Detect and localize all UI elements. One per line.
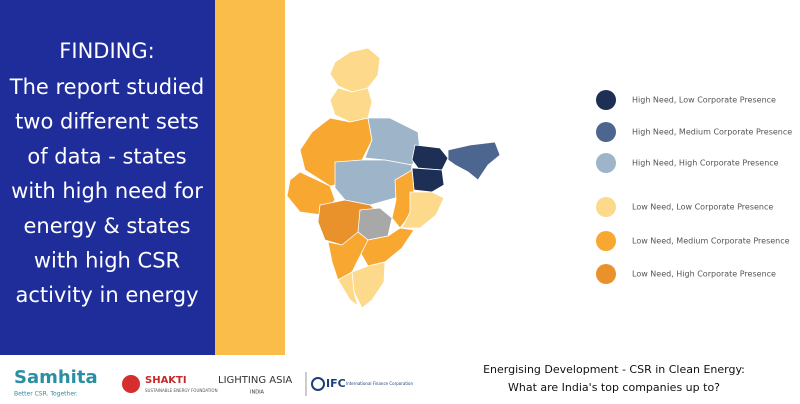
logo-ifc-icon xyxy=(311,377,325,391)
logo-ifc: IFC xyxy=(326,377,346,390)
footer: Samhita Better CSR. Together. SHAKTI SUS… xyxy=(14,363,745,398)
map-region xyxy=(359,227,415,267)
logo-shakti-icon xyxy=(122,375,140,393)
finding-line: two different sets xyxy=(15,110,199,134)
legend-label: Low Need, Low Corporate Presence xyxy=(632,203,773,212)
legend-swatch xyxy=(596,153,616,173)
caption-line: Energising Development - CSR in Clean En… xyxy=(483,363,745,376)
map-region xyxy=(337,271,359,308)
finding-line: with high need for xyxy=(11,179,203,203)
left-panel xyxy=(0,0,215,355)
finding-line: energy & states xyxy=(23,214,190,238)
legend-label: Low Need, High Corporate Presence xyxy=(632,270,776,279)
caption-line: What are India's top companies up to? xyxy=(508,381,720,394)
finding-text: FINDING: The report studied two different… xyxy=(9,39,204,307)
map-region xyxy=(329,47,381,93)
legend-swatch xyxy=(596,90,616,110)
legend-label: High Need, High Corporate Presence xyxy=(632,159,779,168)
legend-label: High Need, Medium Corporate Presence xyxy=(632,128,792,137)
legend-label: Low Need, Medium Corporate Presence xyxy=(632,237,790,246)
accent-strip xyxy=(215,0,285,355)
legend-swatch xyxy=(596,264,616,284)
logo-lighting-asia-sub: INDIA xyxy=(250,390,265,396)
finding-line: with high CSR xyxy=(34,249,180,273)
map-region xyxy=(327,231,369,281)
map-region xyxy=(447,141,501,181)
map-region xyxy=(351,261,386,309)
finding-line: activity in energy xyxy=(15,283,198,307)
legend-swatch xyxy=(596,197,616,217)
logo-samhita: Samhita xyxy=(14,367,98,388)
logo-shakti: SHAKTI xyxy=(145,375,187,386)
legend: High Need, Low Corporate Presence High Ne… xyxy=(596,90,792,284)
legend-label: High Need, Low Corporate Presence xyxy=(632,96,776,105)
logo-shakti-sub: SUSTAINABLE ENERGY FOUNDATION xyxy=(145,388,218,393)
finding-line: of data - states xyxy=(27,144,186,168)
legend-swatch xyxy=(596,231,616,251)
logo-lighting-asia: LIGHTING ASIA xyxy=(218,375,292,386)
map-region xyxy=(401,191,445,229)
india-map xyxy=(286,47,501,309)
finding-line: The report studied xyxy=(9,75,204,99)
logo-samhita-tagline: Better CSR. Together. xyxy=(14,391,78,398)
logo-ifc-sub: International Finance Corporation xyxy=(346,381,413,386)
legend-swatch xyxy=(596,122,616,142)
finding-heading: FINDING: xyxy=(59,39,154,63)
